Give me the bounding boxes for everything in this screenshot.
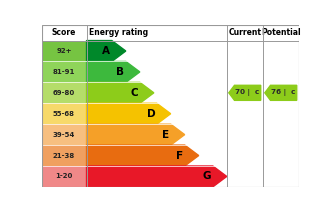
Polygon shape [87,82,154,103]
Text: 21-38: 21-38 [53,152,75,159]
Text: Current: Current [228,28,261,37]
Text: 1-20: 1-20 [55,173,73,180]
Polygon shape [229,85,261,100]
FancyBboxPatch shape [42,124,87,145]
Polygon shape [87,145,199,166]
FancyBboxPatch shape [42,82,87,103]
Text: Potential: Potential [261,28,300,37]
FancyBboxPatch shape [42,41,87,62]
FancyBboxPatch shape [42,62,87,82]
Text: C: C [131,88,138,98]
Text: 55-68: 55-68 [53,111,75,117]
Text: 39-54: 39-54 [53,132,75,138]
Polygon shape [87,41,126,62]
FancyBboxPatch shape [42,103,87,124]
Polygon shape [87,124,185,145]
Text: D: D [146,109,155,119]
Text: Energy rating: Energy rating [89,28,148,37]
FancyBboxPatch shape [42,145,87,166]
Text: E: E [162,130,169,140]
Polygon shape [87,166,227,187]
Text: F: F [176,151,183,160]
Polygon shape [87,62,140,82]
Text: 81-91: 81-91 [53,69,75,75]
Polygon shape [87,103,171,124]
Text: Score: Score [52,28,76,37]
Text: 70 |  c: 70 | c [235,89,260,96]
Text: 92+: 92+ [56,48,72,54]
Text: B: B [116,67,124,77]
Text: 69-80: 69-80 [53,90,75,96]
Text: A: A [102,46,110,56]
Polygon shape [265,85,297,100]
FancyBboxPatch shape [42,166,87,187]
Text: G: G [203,171,211,181]
Text: 76 |  c: 76 | c [272,89,296,96]
